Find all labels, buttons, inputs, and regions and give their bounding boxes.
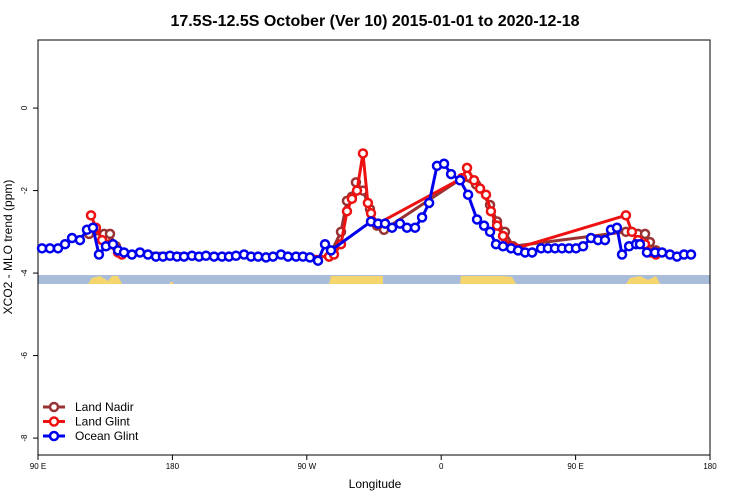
data-point [304,252,316,263]
data-point [497,230,509,242]
x-tick-label: 180 [166,462,180,471]
y-tick-label: -8 [20,434,29,442]
x-axis-label: Longitude [349,477,402,491]
y-tick-label: -4 [20,269,29,277]
data-point [445,168,457,180]
data-point [319,238,331,250]
legend-label: Ocean Glint [75,429,139,443]
legend-marker [48,401,60,413]
data-point [93,249,105,260]
data-point [126,249,138,260]
data-point [484,226,496,238]
data-point [626,226,638,238]
data-point [526,247,538,258]
x-tick-label: 0 [439,462,444,471]
data-point [401,222,413,233]
x-tick-label: 90 E [567,462,583,471]
data-point [200,250,212,262]
data-point [454,175,466,186]
data-point [685,249,697,260]
data-point [480,189,492,200]
chart-title: 17.5S-12.5S October (Ver 10) 2015-01-01 … [170,13,579,30]
land-mask [38,275,710,284]
data-point [462,189,474,200]
y-tick-label: -2 [20,186,29,194]
data-point [616,249,628,260]
legend-marker [48,430,60,442]
legend-label: Land Glint [75,415,130,429]
data-point [478,220,490,231]
data-point [461,162,473,174]
data-point [365,208,377,219]
data-point [409,222,421,233]
data-point [485,205,497,217]
x-tick-label: 90 W [297,462,316,471]
data-point [104,228,116,240]
legend-label: Land Nadir [75,400,134,414]
data-point [59,238,71,250]
data-point [312,255,324,266]
data-point [230,250,242,262]
data-point [74,234,86,246]
data-point [611,222,623,233]
data-point [85,210,97,221]
data-point [641,247,653,258]
data-point [639,228,651,240]
data-point [142,249,154,260]
data-point [634,238,646,250]
series-line [89,153,657,259]
data-point [416,212,428,223]
data-point [471,214,483,225]
data-point [438,158,450,170]
data-point [282,251,294,262]
x-tick-label: 90 E [30,462,46,471]
data-point [599,234,611,246]
data-point [341,205,353,217]
data-point [497,241,509,252]
data-point [474,183,486,194]
data-point [357,148,369,159]
data-point [325,245,337,256]
data-point [87,222,99,233]
data-point [386,222,398,233]
data-point [577,241,589,252]
data-point [491,220,503,231]
data-point [468,175,480,186]
data-point [346,193,358,205]
y-tick-label: -6 [20,351,29,359]
data-point [423,197,435,209]
data-point [44,243,56,254]
data-point [620,210,632,221]
y-axis-label: XCO2 - MLO trend (ppm) [1,180,15,315]
data-point [362,197,374,209]
y-tick-label: 0 [20,105,29,110]
data-point [351,185,363,196]
legend-marker [48,416,60,427]
x-tick-label: 180 [703,462,717,471]
